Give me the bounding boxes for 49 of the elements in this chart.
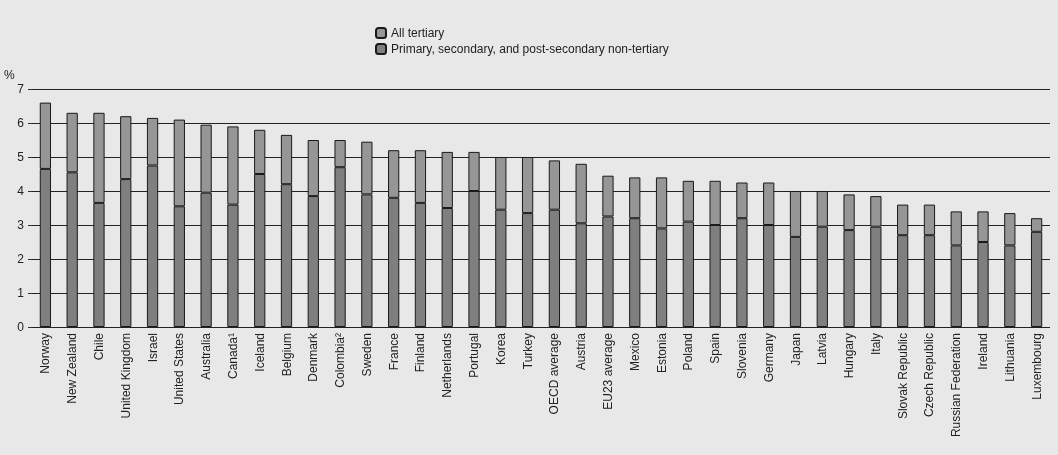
y-axis-title: % xyxy=(4,68,15,82)
x-tick-label: Poland xyxy=(681,333,696,371)
x-tick-label: Slovenia xyxy=(734,332,749,380)
x-tick-label: Italy xyxy=(868,333,883,356)
x-tick-label: Portugal xyxy=(467,333,482,378)
y-tick-label: 7 xyxy=(17,82,25,96)
y-tick-label: 1 xyxy=(17,286,25,300)
x-tick-label: OECD average xyxy=(547,332,562,415)
x-tick-label: EU23 average xyxy=(600,332,615,410)
x-tick-label: Germany xyxy=(761,333,776,383)
x-tick-label: Latvia xyxy=(815,332,830,366)
x-tick-label: France xyxy=(386,332,401,371)
x-tick-label: Denmark xyxy=(306,332,321,382)
x-tick-label: Turkey xyxy=(520,333,535,370)
x-tick-label: Hungary xyxy=(842,333,857,379)
y-tick-label: 5 xyxy=(17,150,25,164)
x-tick-label: Ireland xyxy=(976,333,991,370)
x-tick-label: Slovak Republic xyxy=(895,333,910,420)
x-tick-label: New Zealand xyxy=(65,333,80,404)
x-tick-label: United Kingdom xyxy=(118,333,133,419)
y-tick-label: 0 xyxy=(17,320,25,334)
x-tick-label: Netherlands xyxy=(440,333,455,398)
y-tick-label: 2 xyxy=(17,252,25,266)
y-tick-label: 4 xyxy=(17,184,25,198)
x-tick-label: Chile xyxy=(91,332,106,361)
x-tick-label: Israel xyxy=(145,333,160,363)
y-tick-label: 6 xyxy=(17,116,25,130)
x-tick-label: Spain xyxy=(708,333,723,364)
x-tick-label: Canada¹ xyxy=(225,333,240,380)
x-tick-label: Belgium xyxy=(279,333,294,377)
x-tick-label: Japan xyxy=(788,333,803,366)
legend-label: Primary, secondary, and post-secondary non-tertiary xyxy=(391,42,669,56)
x-tick-label: Luxembourg xyxy=(1029,333,1044,400)
y-tick-label: 3 xyxy=(17,218,25,232)
x-tick-label: United States xyxy=(172,333,187,406)
x-tick-label: Sweden xyxy=(359,333,374,377)
x-tick-label: Colombia² xyxy=(333,333,348,388)
x-tick-label: Czech Republic xyxy=(922,333,937,418)
x-tick-label: Mexico xyxy=(627,332,642,372)
x-tick-label: Estonia xyxy=(654,332,669,374)
x-tick-label: Austria xyxy=(574,332,589,371)
x-tick-label: Russian Federation xyxy=(949,333,964,438)
x-tick-label: Korea xyxy=(493,332,508,366)
x-tick-label: Iceland xyxy=(252,333,267,372)
x-tick-label: Lithuania xyxy=(1002,332,1017,382)
x-tick-label: Australia xyxy=(199,332,214,380)
legend-label: All tertiary xyxy=(391,26,445,40)
x-tick-label: Finland xyxy=(413,333,428,373)
x-tick-label: Norway xyxy=(38,333,53,374)
